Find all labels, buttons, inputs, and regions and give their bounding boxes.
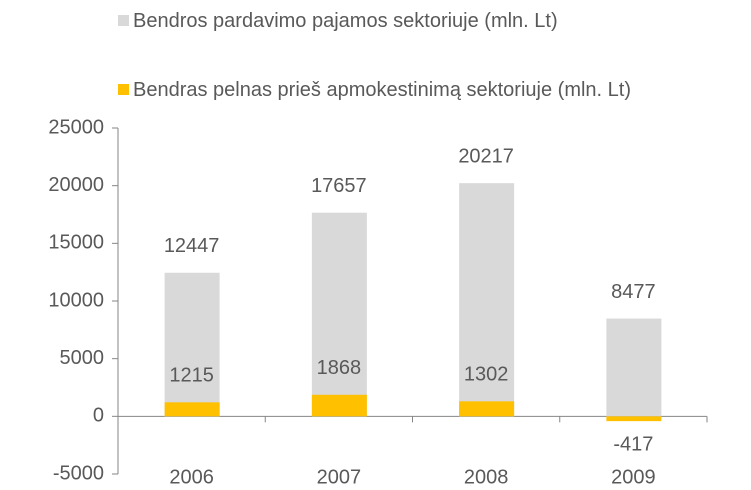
y-tick-label: 5000 xyxy=(60,347,105,369)
data-label: 20217 xyxy=(458,145,514,167)
bar xyxy=(459,183,515,417)
legend-label: Bendras pelnas prieš apmokestinimą sekto… xyxy=(133,79,631,101)
legend-item: Bendras pelnas prieš apmokestinimą sekto… xyxy=(118,79,748,101)
x-tick-label: 2009 xyxy=(611,466,656,488)
bar xyxy=(311,212,367,417)
y-tick-label: 10000 xyxy=(48,289,104,311)
bar xyxy=(606,318,662,417)
data-label: 1215 xyxy=(169,365,214,387)
y-tick-label: 25000 xyxy=(48,116,104,138)
x-tick-label: 2007 xyxy=(317,466,362,488)
data-label: 1302 xyxy=(464,364,509,386)
y-tick-label: 15000 xyxy=(48,232,104,254)
bar xyxy=(459,401,515,417)
data-label: 17657 xyxy=(311,175,367,197)
data-label: -417 xyxy=(613,433,653,455)
bar xyxy=(164,272,220,417)
bar xyxy=(311,394,367,417)
y-tick-label: 20000 xyxy=(48,174,104,196)
data-label: 12447 xyxy=(164,235,220,257)
legend-item: Bendros pardavimo pajamos sektoriuje (ml… xyxy=(118,10,748,32)
data-label: 1868 xyxy=(317,357,362,379)
bar xyxy=(606,416,662,422)
legend-swatch xyxy=(118,15,129,26)
legend-label: Bendros pardavimo pajamos sektoriuje (ml… xyxy=(133,10,558,32)
legend-swatch xyxy=(118,84,129,95)
x-tick-label: 2008 xyxy=(464,466,509,488)
x-tick-label: 2006 xyxy=(169,466,214,488)
y-tick-label: -5000 xyxy=(53,462,104,484)
bar xyxy=(164,402,220,417)
data-label: 8477 xyxy=(611,281,656,303)
y-tick-label: 0 xyxy=(93,405,104,427)
